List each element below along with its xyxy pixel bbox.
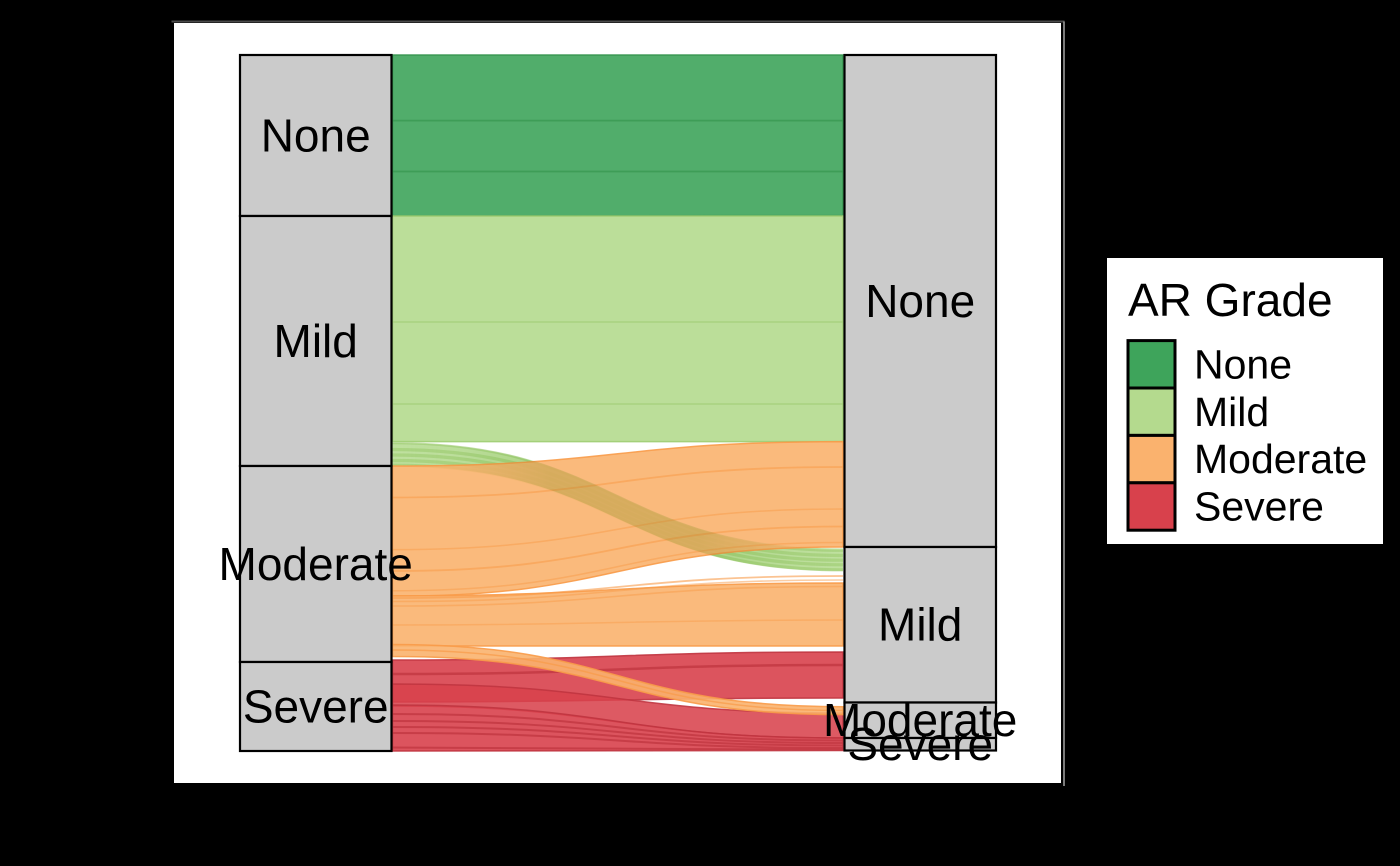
- svg-text:Moderate: Moderate: [823, 694, 1017, 746]
- svg-text:None: None: [261, 109, 371, 161]
- svg-text:AR Grade: AR Grade: [1128, 274, 1333, 326]
- svg-text:Mild: Mild: [878, 599, 962, 651]
- svg-text:Moderate: Moderate: [1194, 436, 1367, 482]
- svg-text:Mild: Mild: [1194, 389, 1269, 435]
- svg-text:None: None: [1194, 341, 1292, 387]
- svg-text:None: None: [865, 275, 975, 327]
- svg-text:Moderate: Moderate: [219, 538, 413, 590]
- svg-text:Severe: Severe: [847, 718, 993, 770]
- svg-text:Severe: Severe: [1194, 484, 1324, 530]
- svg-text:Severe: Severe: [243, 680, 389, 732]
- svg-text:Mild: Mild: [274, 315, 358, 367]
